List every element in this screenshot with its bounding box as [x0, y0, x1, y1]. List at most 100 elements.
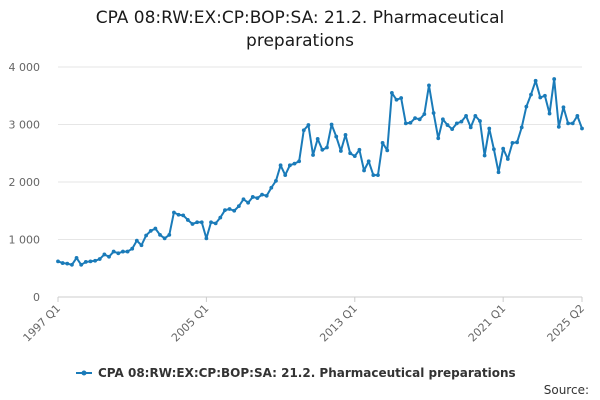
data-point[interactable]: [408, 120, 413, 125]
data-point[interactable]: [65, 261, 70, 266]
data-point[interactable]: [60, 261, 65, 265]
data-point[interactable]: [83, 260, 88, 264]
data-point[interactable]: [566, 121, 570, 126]
data-point[interactable]: [190, 222, 195, 226]
data-point[interactable]: [181, 213, 186, 218]
data-point[interactable]: [575, 113, 580, 118]
data-point[interactable]: [111, 249, 116, 254]
data-point[interactable]: [394, 97, 399, 102]
data-point[interactable]: [376, 173, 380, 178]
data-point[interactable]: [422, 112, 427, 117]
data-point[interactable]: [538, 95, 543, 100]
data-point[interactable]: [496, 170, 501, 175]
data-point[interactable]: [334, 134, 339, 139]
data-point[interactable]: [236, 204, 241, 209]
data-point[interactable]: [371, 173, 376, 178]
data-point[interactable]: [232, 208, 237, 213]
data-point[interactable]: [153, 226, 158, 231]
data-point[interactable]: [209, 220, 213, 225]
data-point[interactable]: [306, 123, 311, 127]
data-point[interactable]: [487, 126, 492, 131]
data-point[interactable]: [148, 228, 153, 233]
data-point[interactable]: [385, 148, 390, 153]
data-point[interactable]: [241, 197, 246, 202]
data-point[interactable]: [227, 207, 232, 211]
data-point[interactable]: [427, 83, 431, 88]
data-point[interactable]: [283, 173, 288, 178]
data-point[interactable]: [274, 178, 278, 183]
data-point[interactable]: [417, 117, 422, 122]
data-point[interactable]: [167, 233, 172, 237]
data-point[interactable]: [255, 196, 260, 201]
data-point[interactable]: [301, 128, 306, 133]
data-point[interactable]: [352, 154, 357, 159]
data-point[interactable]: [172, 210, 176, 215]
data-point[interactable]: [338, 149, 343, 153]
data-point[interactable]: [218, 215, 223, 220]
data-point[interactable]: [450, 127, 455, 131]
data-point[interactable]: [501, 146, 506, 151]
data-point[interactable]: [213, 221, 218, 226]
data-point[interactable]: [278, 163, 283, 168]
data-point[interactable]: [552, 77, 557, 81]
data-point[interactable]: [543, 93, 547, 98]
data-point[interactable]: [250, 195, 255, 199]
data-point[interactable]: [125, 249, 130, 254]
data-point[interactable]: [519, 125, 524, 130]
data-point[interactable]: [102, 252, 107, 257]
data-point[interactable]: [505, 157, 510, 161]
data-point[interactable]: [74, 256, 79, 260]
data-point[interactable]: [264, 193, 269, 198]
data-point[interactable]: [199, 220, 204, 225]
data-point[interactable]: [162, 236, 167, 241]
data-point[interactable]: [287, 163, 292, 168]
data-point[interactable]: [292, 161, 297, 166]
data-point[interactable]: [580, 126, 584, 131]
data-point[interactable]: [315, 136, 320, 141]
data-point[interactable]: [440, 117, 445, 122]
data-point[interactable]: [185, 218, 190, 222]
data-point[interactable]: [204, 236, 209, 241]
data-point[interactable]: [431, 111, 436, 115]
data-point[interactable]: [413, 116, 417, 121]
data-point[interactable]: [246, 200, 251, 205]
data-point[interactable]: [348, 151, 353, 156]
data-point[interactable]: [366, 159, 371, 164]
data-point[interactable]: [130, 246, 135, 251]
data-point[interactable]: [121, 249, 125, 254]
data-point[interactable]: [195, 220, 200, 225]
data-point[interactable]: [399, 96, 404, 100]
data-point[interactable]: [468, 125, 473, 130]
data-point[interactable]: [515, 140, 519, 145]
data-point[interactable]: [144, 233, 149, 238]
data-point[interactable]: [362, 168, 366, 173]
data-point[interactable]: [529, 92, 533, 97]
data-point[interactable]: [223, 208, 227, 213]
data-point[interactable]: [389, 90, 394, 95]
data-point[interactable]: [297, 159, 302, 164]
data-point[interactable]: [134, 238, 139, 243]
legend[interactable]: CPA 08:RW:EX:CP:BOP:SA: 21.2. Pharmaceut…: [76, 366, 516, 380]
data-point[interactable]: [454, 121, 459, 126]
data-point[interactable]: [556, 124, 561, 129]
data-point[interactable]: [269, 185, 274, 190]
data-point[interactable]: [403, 121, 408, 126]
data-point[interactable]: [459, 119, 464, 124]
data-point[interactable]: [357, 147, 362, 152]
data-point[interactable]: [93, 258, 97, 263]
data-point[interactable]: [533, 78, 538, 83]
data-point[interactable]: [107, 254, 111, 259]
data-point[interactable]: [88, 259, 93, 264]
data-point[interactable]: [311, 153, 315, 157]
data-point[interactable]: [79, 262, 84, 267]
data-point[interactable]: [329, 122, 334, 127]
data-point[interactable]: [491, 147, 496, 152]
data-point[interactable]: [56, 259, 60, 264]
data-point[interactable]: [343, 132, 348, 137]
data-point[interactable]: [158, 233, 162, 237]
data-point[interactable]: [570, 121, 575, 126]
data-point[interactable]: [380, 141, 385, 145]
data-point[interactable]: [325, 145, 329, 150]
data-point[interactable]: [510, 141, 515, 145]
data-point[interactable]: [547, 111, 552, 116]
